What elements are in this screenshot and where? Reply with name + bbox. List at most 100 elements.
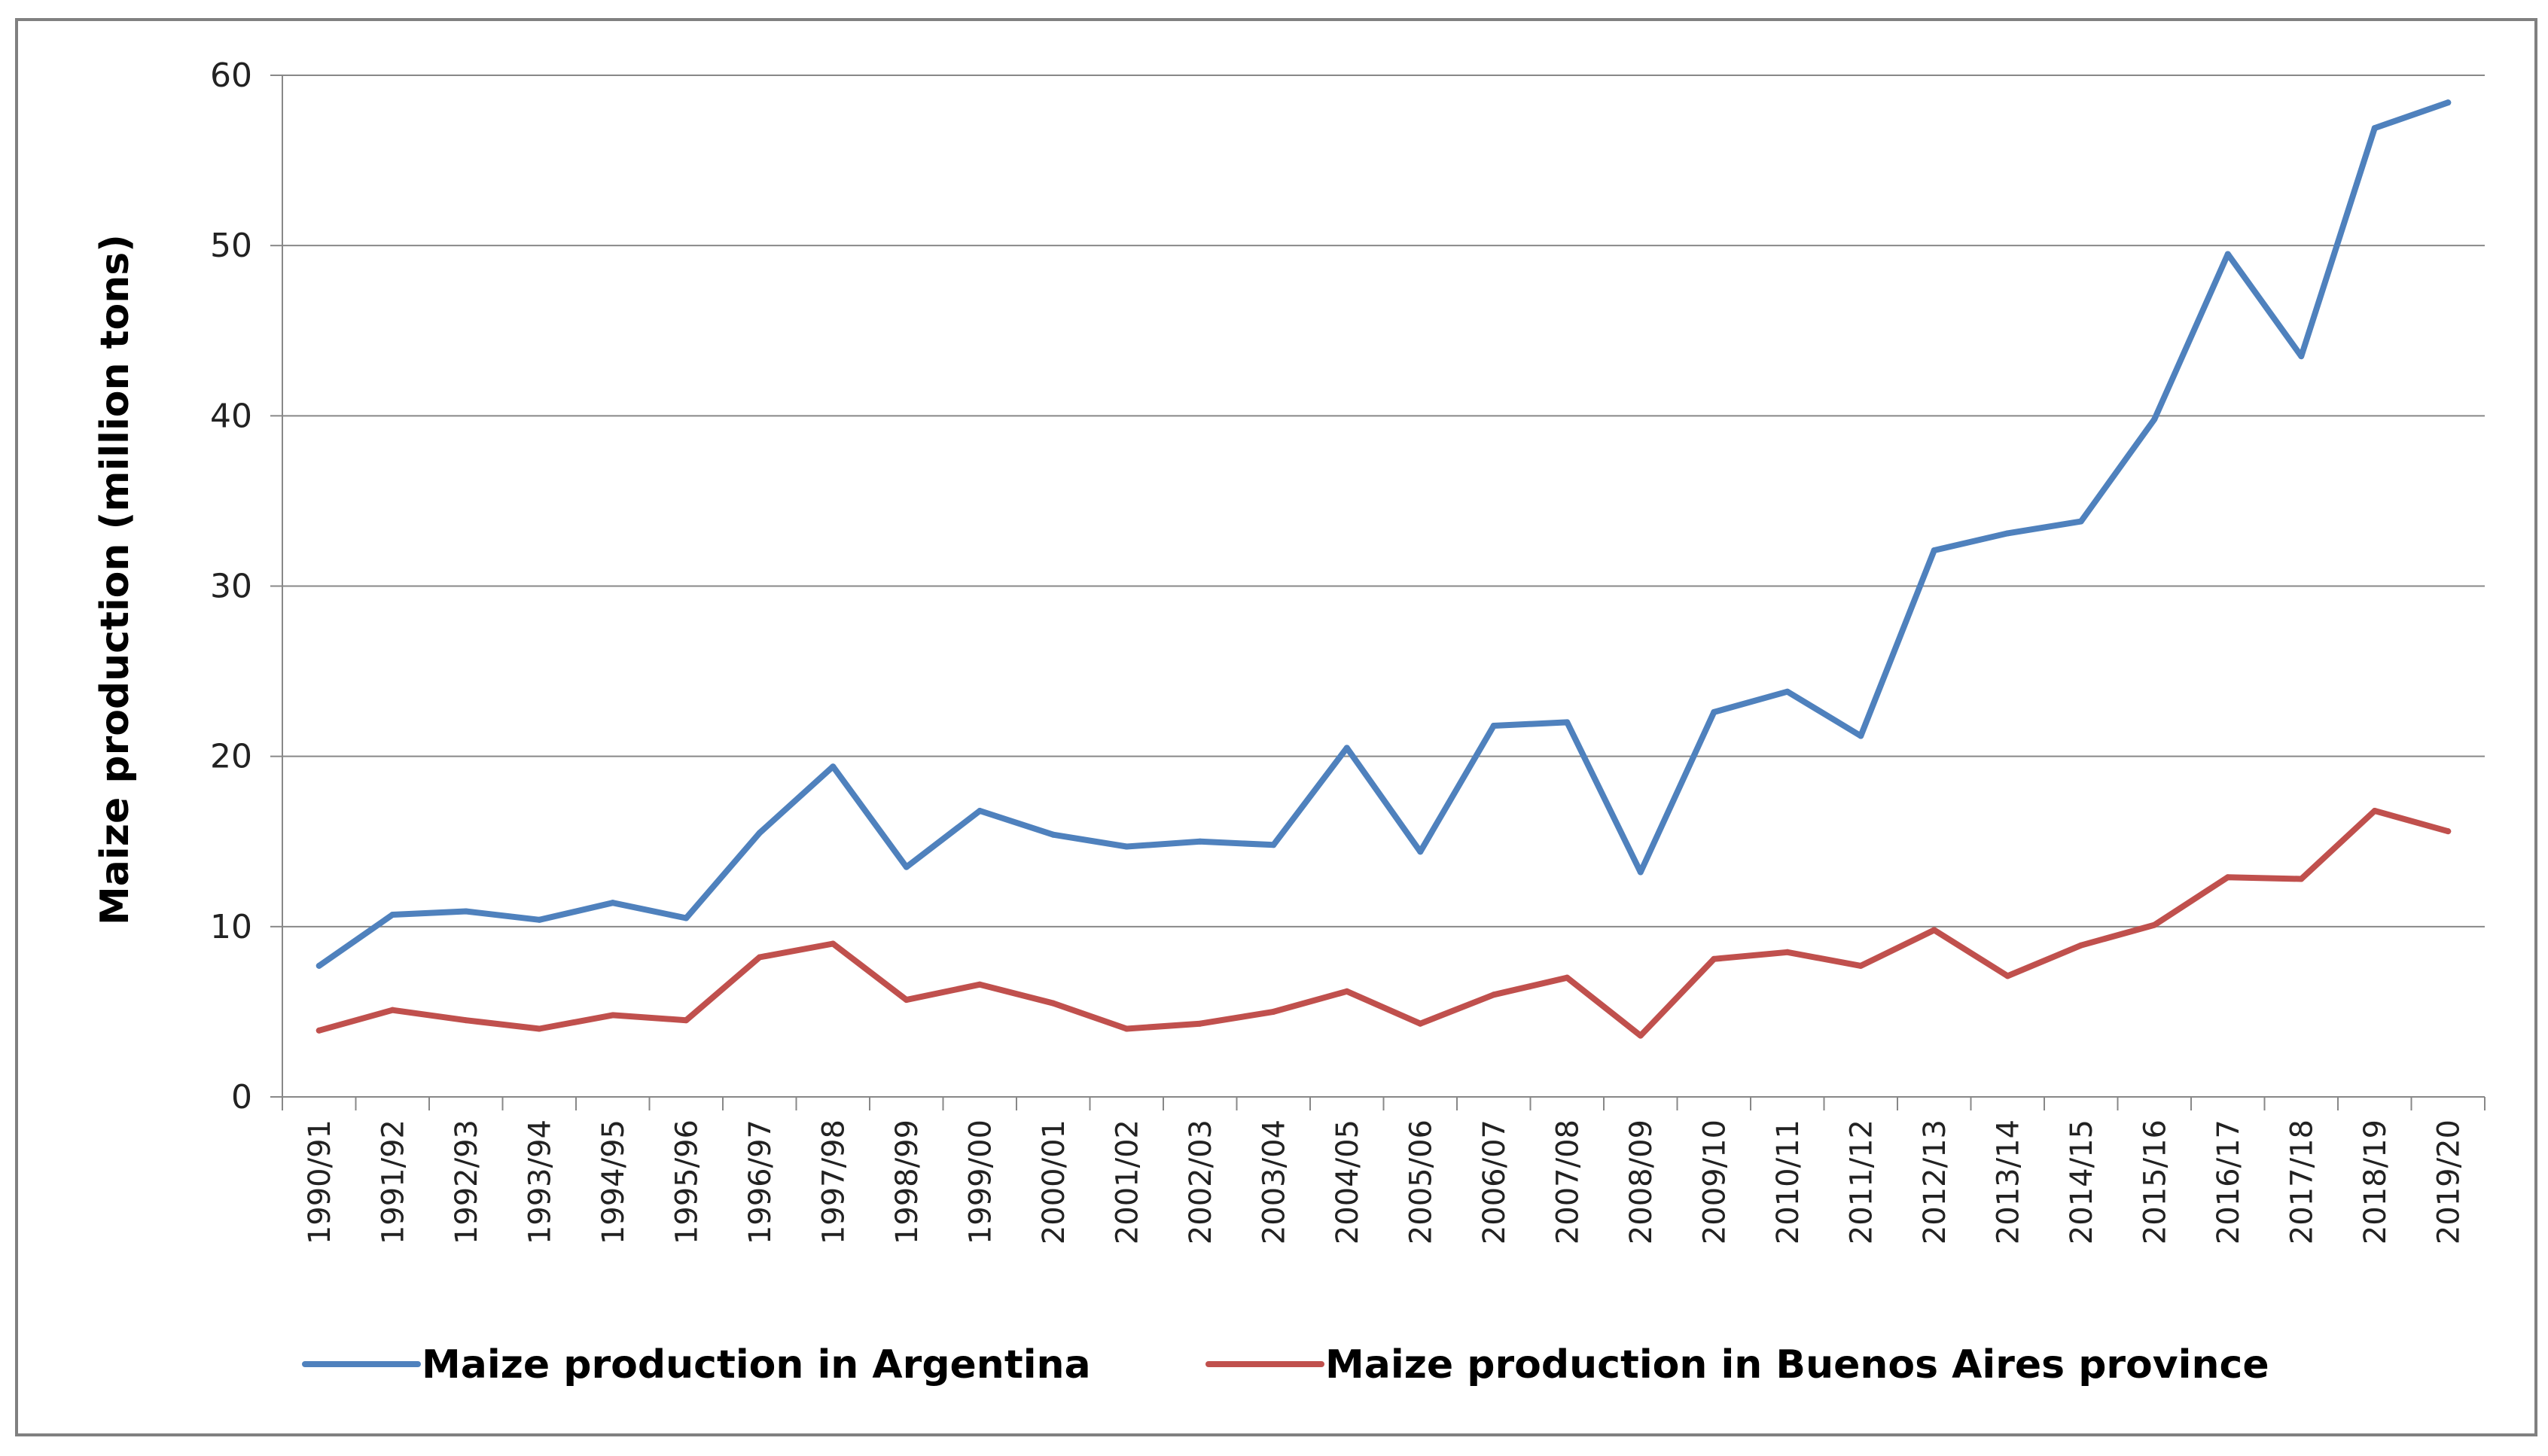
data-point	[462, 1017, 469, 1024]
data-point	[1564, 974, 1571, 981]
chart-border	[15, 18, 2537, 1436]
x-tick-label: 1995/96	[669, 1119, 704, 1244]
data-point	[2445, 828, 2452, 835]
data-point	[1858, 733, 1864, 739]
data-point	[1196, 1020, 1203, 1027]
data-point	[756, 954, 763, 961]
x-tick-label: 2016/17	[2211, 1119, 2246, 1244]
data-point	[2298, 876, 2305, 882]
x-tick-label: 2006/07	[1477, 1119, 1512, 1244]
data-point	[756, 830, 763, 836]
y-tick-labels: 0 10 20 30 40 50 60	[210, 56, 282, 1116]
x-tick-label: 2014/15	[2065, 1119, 2099, 1244]
x-tick-label: 2008/09	[1624, 1119, 1659, 1244]
y-tick-label: 0	[231, 1078, 252, 1116]
series-lines	[315, 99, 2452, 1039]
data-point	[2077, 942, 2084, 949]
data-point	[2224, 874, 2231, 881]
x-tick-label: 2017/18	[2284, 1119, 2319, 1244]
data-point	[1490, 722, 1497, 729]
x-tick-label: 1993/94	[523, 1119, 557, 1244]
x-tick-label: 2007/08	[1550, 1119, 1585, 1244]
data-point	[683, 1017, 690, 1024]
data-point	[2151, 921, 2158, 928]
data-point	[315, 1027, 322, 1034]
data-point	[1784, 949, 1791, 955]
data-point	[1050, 1000, 1056, 1007]
data-point	[1343, 988, 1350, 995]
data-point	[1196, 838, 1203, 845]
y-tick-label: 30	[210, 568, 252, 606]
data-point	[2298, 353, 2305, 360]
gridlines	[282, 75, 2485, 928]
data-point	[1637, 869, 1644, 876]
data-point	[462, 908, 469, 915]
data-point	[903, 864, 910, 870]
x-tick-labels: 1990/91 1991/92 1992/93 1993/94 1994/95 1995/…	[282, 1097, 2486, 1244]
data-point	[830, 940, 837, 947]
data-point	[2371, 125, 2378, 132]
x-tick-label: 2000/01	[1037, 1119, 1071, 1244]
data-point	[2004, 530, 2011, 537]
y-tick-label: 40	[210, 397, 252, 435]
data-point	[683, 915, 690, 921]
data-point	[1270, 1008, 1277, 1015]
data-point	[1343, 745, 1350, 751]
data-point	[1417, 848, 1424, 855]
data-point	[1270, 842, 1277, 848]
x-tick-label: 1990/91	[303, 1119, 337, 1244]
x-tick-label: 1997/98	[816, 1119, 851, 1244]
series-line-0	[315, 99, 2452, 969]
data-point	[1564, 719, 1571, 726]
data-point	[2445, 99, 2452, 106]
x-tick-label: 2013/14	[1991, 1119, 2025, 1244]
data-point	[389, 912, 396, 918]
legend: Maize production in Argentina Maize produ…	[302, 1342, 2269, 1387]
data-point	[536, 1025, 543, 1032]
data-point	[1931, 547, 1937, 554]
x-tick-label: 2012/13	[1918, 1119, 1952, 1244]
x-tick-label: 2019/20	[2431, 1119, 2466, 1244]
x-tick-label: 2002/03	[1184, 1119, 1218, 1244]
data-point	[609, 900, 616, 906]
data-point	[977, 808, 983, 815]
x-tick-label: 2011/12	[1844, 1119, 1879, 1244]
legend-label-0: Maize production in Argentina	[422, 1342, 1091, 1387]
x-tick-label: 1994/95	[596, 1119, 631, 1244]
data-point	[2371, 808, 2378, 815]
x-tick-label: 2001/02	[1110, 1119, 1144, 1244]
x-tick-label: 1996/97	[743, 1119, 778, 1244]
data-point	[2004, 973, 2011, 979]
y-tick-label: 10	[210, 908, 252, 946]
data-point	[389, 1007, 396, 1013]
data-point	[1784, 688, 1791, 695]
data-point	[609, 1012, 616, 1019]
x-tick-label: 2010/11	[1771, 1119, 1806, 1244]
x-tick-label: 2004/05	[1330, 1119, 1365, 1244]
x-tick-label: 2018/19	[2358, 1119, 2393, 1244]
data-point	[1711, 708, 1717, 715]
x-tick-label: 1998/99	[890, 1119, 925, 1244]
data-point	[903, 997, 910, 1004]
data-point	[1490, 991, 1497, 998]
y-axis-title: Maize production (million tons)	[93, 234, 138, 925]
data-point	[1050, 831, 1056, 838]
y-tick-label: 60	[210, 56, 252, 95]
data-point	[2077, 518, 2084, 525]
legend-label-1: Maize production in Buenos Aires provinc…	[1325, 1342, 2269, 1387]
data-point	[1858, 962, 1864, 969]
x-tick-label: 2005/06	[1404, 1119, 1438, 1244]
series-line-1	[315, 808, 2452, 1039]
data-point	[2224, 251, 2231, 257]
x-tick-label: 1999/00	[963, 1119, 998, 1244]
x-tick-label: 2003/04	[1257, 1119, 1291, 1244]
data-point	[1637, 1032, 1644, 1039]
data-point	[977, 981, 983, 988]
data-point	[1123, 1025, 1130, 1032]
data-point	[1931, 927, 1937, 934]
x-tick-label: 1991/92	[376, 1119, 410, 1244]
x-tick-label: 1992/93	[450, 1119, 484, 1244]
y-tick-label: 20	[210, 738, 252, 776]
x-tick-label: 2009/10	[1697, 1119, 1732, 1244]
